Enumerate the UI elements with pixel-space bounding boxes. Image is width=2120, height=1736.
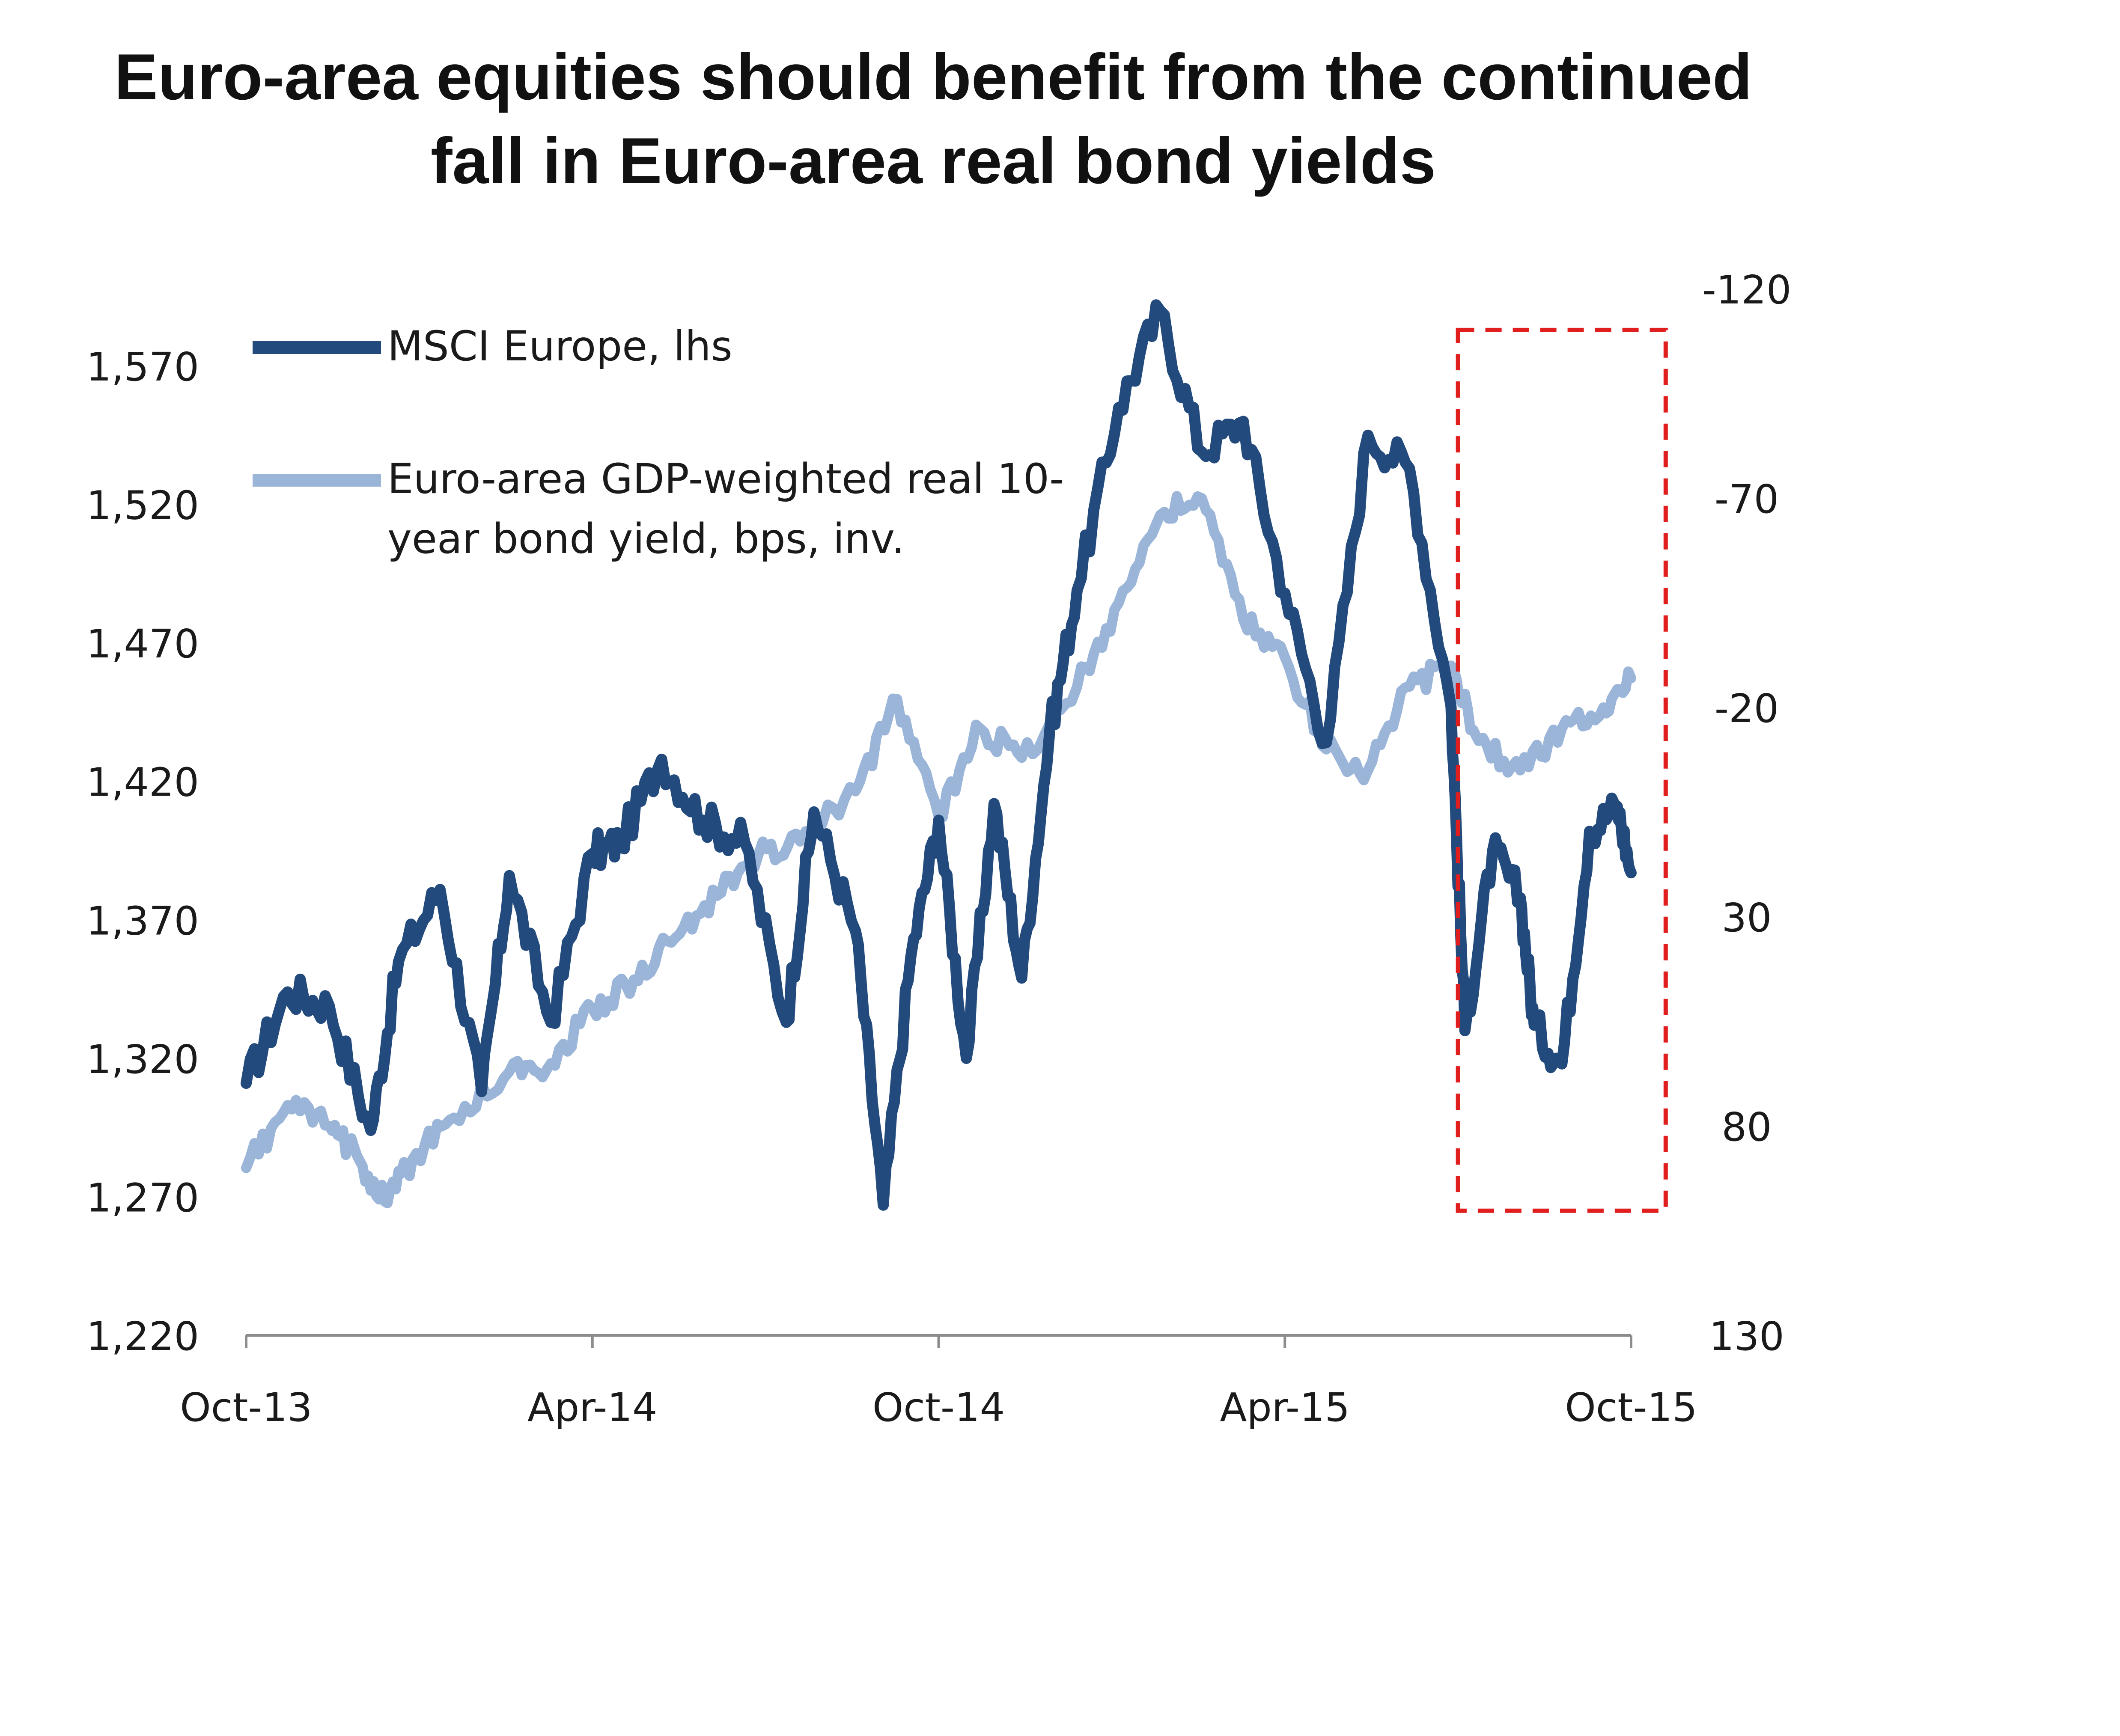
legend-label-bond-yield-line-1: Euro-area GDP-weighted real 10- (387, 455, 1064, 503)
y-left-tick-label: 1,370 (86, 898, 199, 944)
y-axis-left: 1,570 1,520 1,470 1,420 1,370 1,320 1,270 1,220 (86, 344, 199, 1359)
y-right-tick-label: -70 (1715, 476, 1779, 522)
y-right-tick-label: 130 (1709, 1314, 1784, 1359)
x-tick-label: Oct-14 (872, 1385, 1005, 1430)
x-tick-label: Apr-14 (527, 1385, 658, 1430)
y-left-tick-label: 1,570 (86, 344, 199, 390)
legend-label-msci: MSCI Europe, lhs (387, 322, 732, 370)
x-tick-label: Apr-15 (1220, 1385, 1350, 1430)
y-right-tick-label: 80 (1721, 1104, 1772, 1150)
legend-label-bond-yield-line-2: year bond yield, bps, inv. (387, 515, 905, 563)
y-right-tick-label: -20 (1715, 686, 1779, 731)
series-layer (241, 299, 1637, 1211)
y-left-tick-label: 1,270 (86, 1175, 199, 1221)
y-left-tick-label: 1,320 (86, 1037, 199, 1082)
x-tick-label: Oct-13 (180, 1385, 312, 1430)
chart-title-line-1: Euro-area equities should benefit from t… (114, 41, 1752, 113)
x-tick-label: Oct-15 (1565, 1385, 1697, 1430)
y-left-tick-label: 1,420 (86, 760, 199, 806)
y-right-tick-label: 30 (1721, 895, 1772, 941)
y-axis-right: -120 -70 -20 30 80 130 (1702, 267, 1792, 1359)
legend: MSCI Europe, lhs Euro-area GDP-weighted … (253, 322, 1064, 563)
x-axis: Oct-13 Apr-14 Oct-14 Apr-15 Oct-15 (180, 1334, 1697, 1430)
y-left-tick-label: 1,220 (86, 1314, 199, 1359)
highlight-box (1456, 327, 1668, 1213)
chart-title-line-2: fall in Euro-area real bond yields (431, 125, 1436, 197)
y-left-tick-label: 1,470 (86, 621, 199, 667)
y-right-tick-label: -120 (1702, 267, 1792, 313)
y-left-tick-label: 1,520 (86, 483, 199, 529)
series-line-msci-europe (241, 299, 1637, 1211)
